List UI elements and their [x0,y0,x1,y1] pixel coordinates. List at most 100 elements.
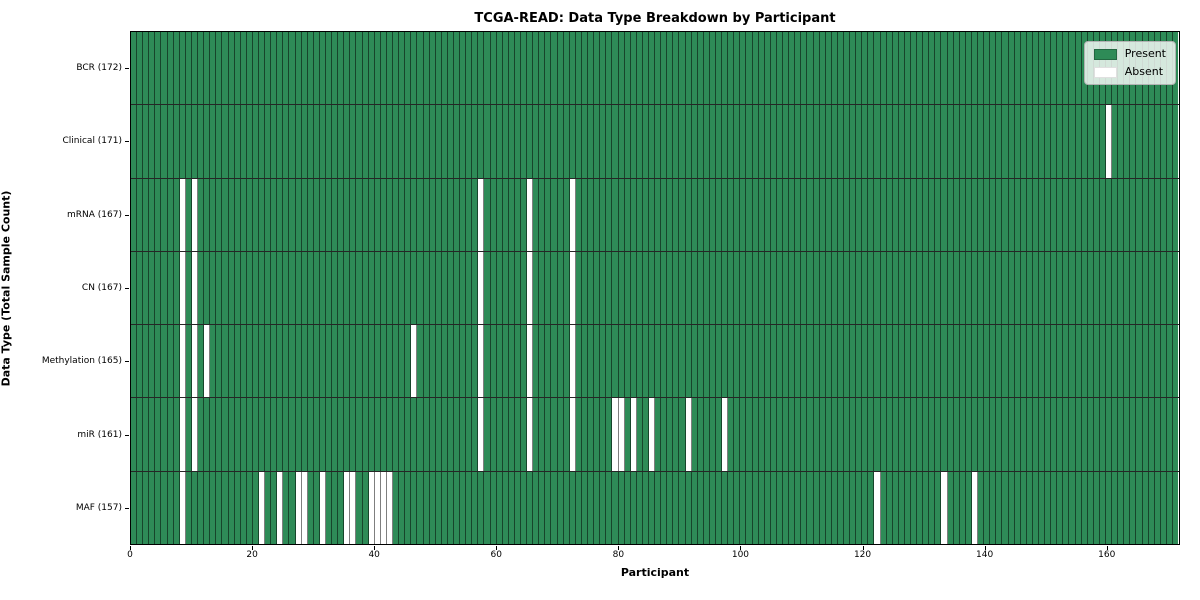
heatmap-cell [301,325,308,398]
heatmap-cell [179,325,186,398]
heatmap-cell [594,251,601,325]
heatmap-cell [198,32,205,105]
heatmap-cell [240,325,247,398]
heatmap-cell [502,32,509,105]
heatmap-cell [149,178,156,251]
heatmap-cell [453,32,461,105]
heatmap-cell [1136,325,1143,398]
heatmap-cell [697,398,704,471]
heatmap-cell [648,325,656,398]
heatmap-cell [904,105,911,178]
heatmap-cell [746,325,753,398]
heatmap-cell [770,105,777,178]
heatmap-cell [843,32,851,105]
heatmap-cell [453,251,461,325]
heatmap-cell [216,471,223,544]
y-tick-label-BCR: BCR (172) [76,62,122,73]
heatmap-cell [996,398,1003,471]
heatmap-cell [728,251,735,325]
heatmap-cell [831,251,838,325]
heatmap-cell [490,398,497,471]
heatmap-cell [581,178,589,251]
heatmap-cell [374,471,381,544]
heatmap-cell [137,32,144,105]
heatmap-cell [959,105,966,178]
heatmap-cell [1057,105,1064,178]
heatmap-cell [673,178,680,251]
heatmap-cell [837,178,844,251]
heatmap-cell [642,105,649,178]
heatmap-cell [1045,32,1052,105]
heatmap-cell [508,471,515,544]
heatmap-cell [1142,105,1149,178]
heatmap-cell [850,398,857,471]
heatmap-cell [484,32,491,105]
heatmap-cell [783,398,790,471]
heatmap-cell [1069,325,1076,398]
heatmap-cell [173,471,180,544]
heatmap-cell [557,325,564,398]
heatmap-cell [801,398,808,471]
heatmap-cell [533,32,540,105]
heatmap-cell [1148,178,1155,251]
heatmap-cell [868,32,875,105]
heatmap-cell [362,32,369,105]
heatmap-cell [978,471,985,544]
heatmap-cell [752,325,759,398]
heatmap-cell [521,325,528,398]
heatmap-cell [965,325,972,398]
heatmap-cell [514,178,521,251]
heatmap-cell [490,471,497,544]
chart-title: TCGA-READ: Data Type Breakdown by Partic… [474,11,836,26]
heatmap-cell [1136,105,1143,178]
heatmap-cell [368,471,375,544]
plot-area: Present Absent [130,31,1180,545]
heatmap-cell [667,32,674,105]
heatmap-cell [533,251,540,325]
heatmap-cell [405,178,412,251]
heatmap-cell [667,251,674,325]
heatmap-cell [1130,105,1137,178]
heatmap-cell [496,398,503,471]
heatmap-cell [356,398,363,471]
heatmap-cell [545,471,552,544]
heatmap-cell [447,32,454,105]
heatmap-cell [216,398,223,471]
heatmap-row-BCR [131,32,1179,106]
heatmap-cell [581,398,589,471]
heatmap-cell [1148,325,1155,398]
heatmap-cell [1051,398,1058,471]
heatmap-cell [258,471,266,544]
heatmap-cell [923,178,930,251]
heatmap-cell [1026,178,1033,251]
heatmap-cell [917,398,924,471]
present-swatch-icon [1093,48,1117,60]
heatmap-cell [789,178,796,251]
heatmap-cell [874,251,881,325]
heatmap-cell [514,251,521,325]
heatmap-row-miR [131,398,1179,472]
heatmap-cell [514,105,521,178]
heatmap-cell [1008,471,1015,544]
heatmap-cell [1045,251,1052,325]
heatmap-cell [277,105,284,178]
heatmap-cell [709,178,716,251]
heatmap-cell [728,398,735,471]
heatmap-cell [843,398,851,471]
heatmap-cell [551,325,558,398]
heatmap-cell [191,32,199,105]
heatmap-cell [947,398,954,471]
heatmap-cell [1142,471,1149,544]
heatmap-cell [758,325,765,398]
heatmap-cell [886,398,893,471]
heatmap-cell [1032,398,1039,471]
heatmap-cell [801,32,808,105]
heatmap-cell [716,325,723,398]
heatmap-cell [234,325,241,398]
heatmap-cell [813,325,820,398]
heatmap-cell [886,105,893,178]
heatmap-cell [679,325,686,398]
heatmap-cell [362,325,369,398]
heatmap-cell [935,398,942,471]
heatmap-cell [1112,251,1119,325]
